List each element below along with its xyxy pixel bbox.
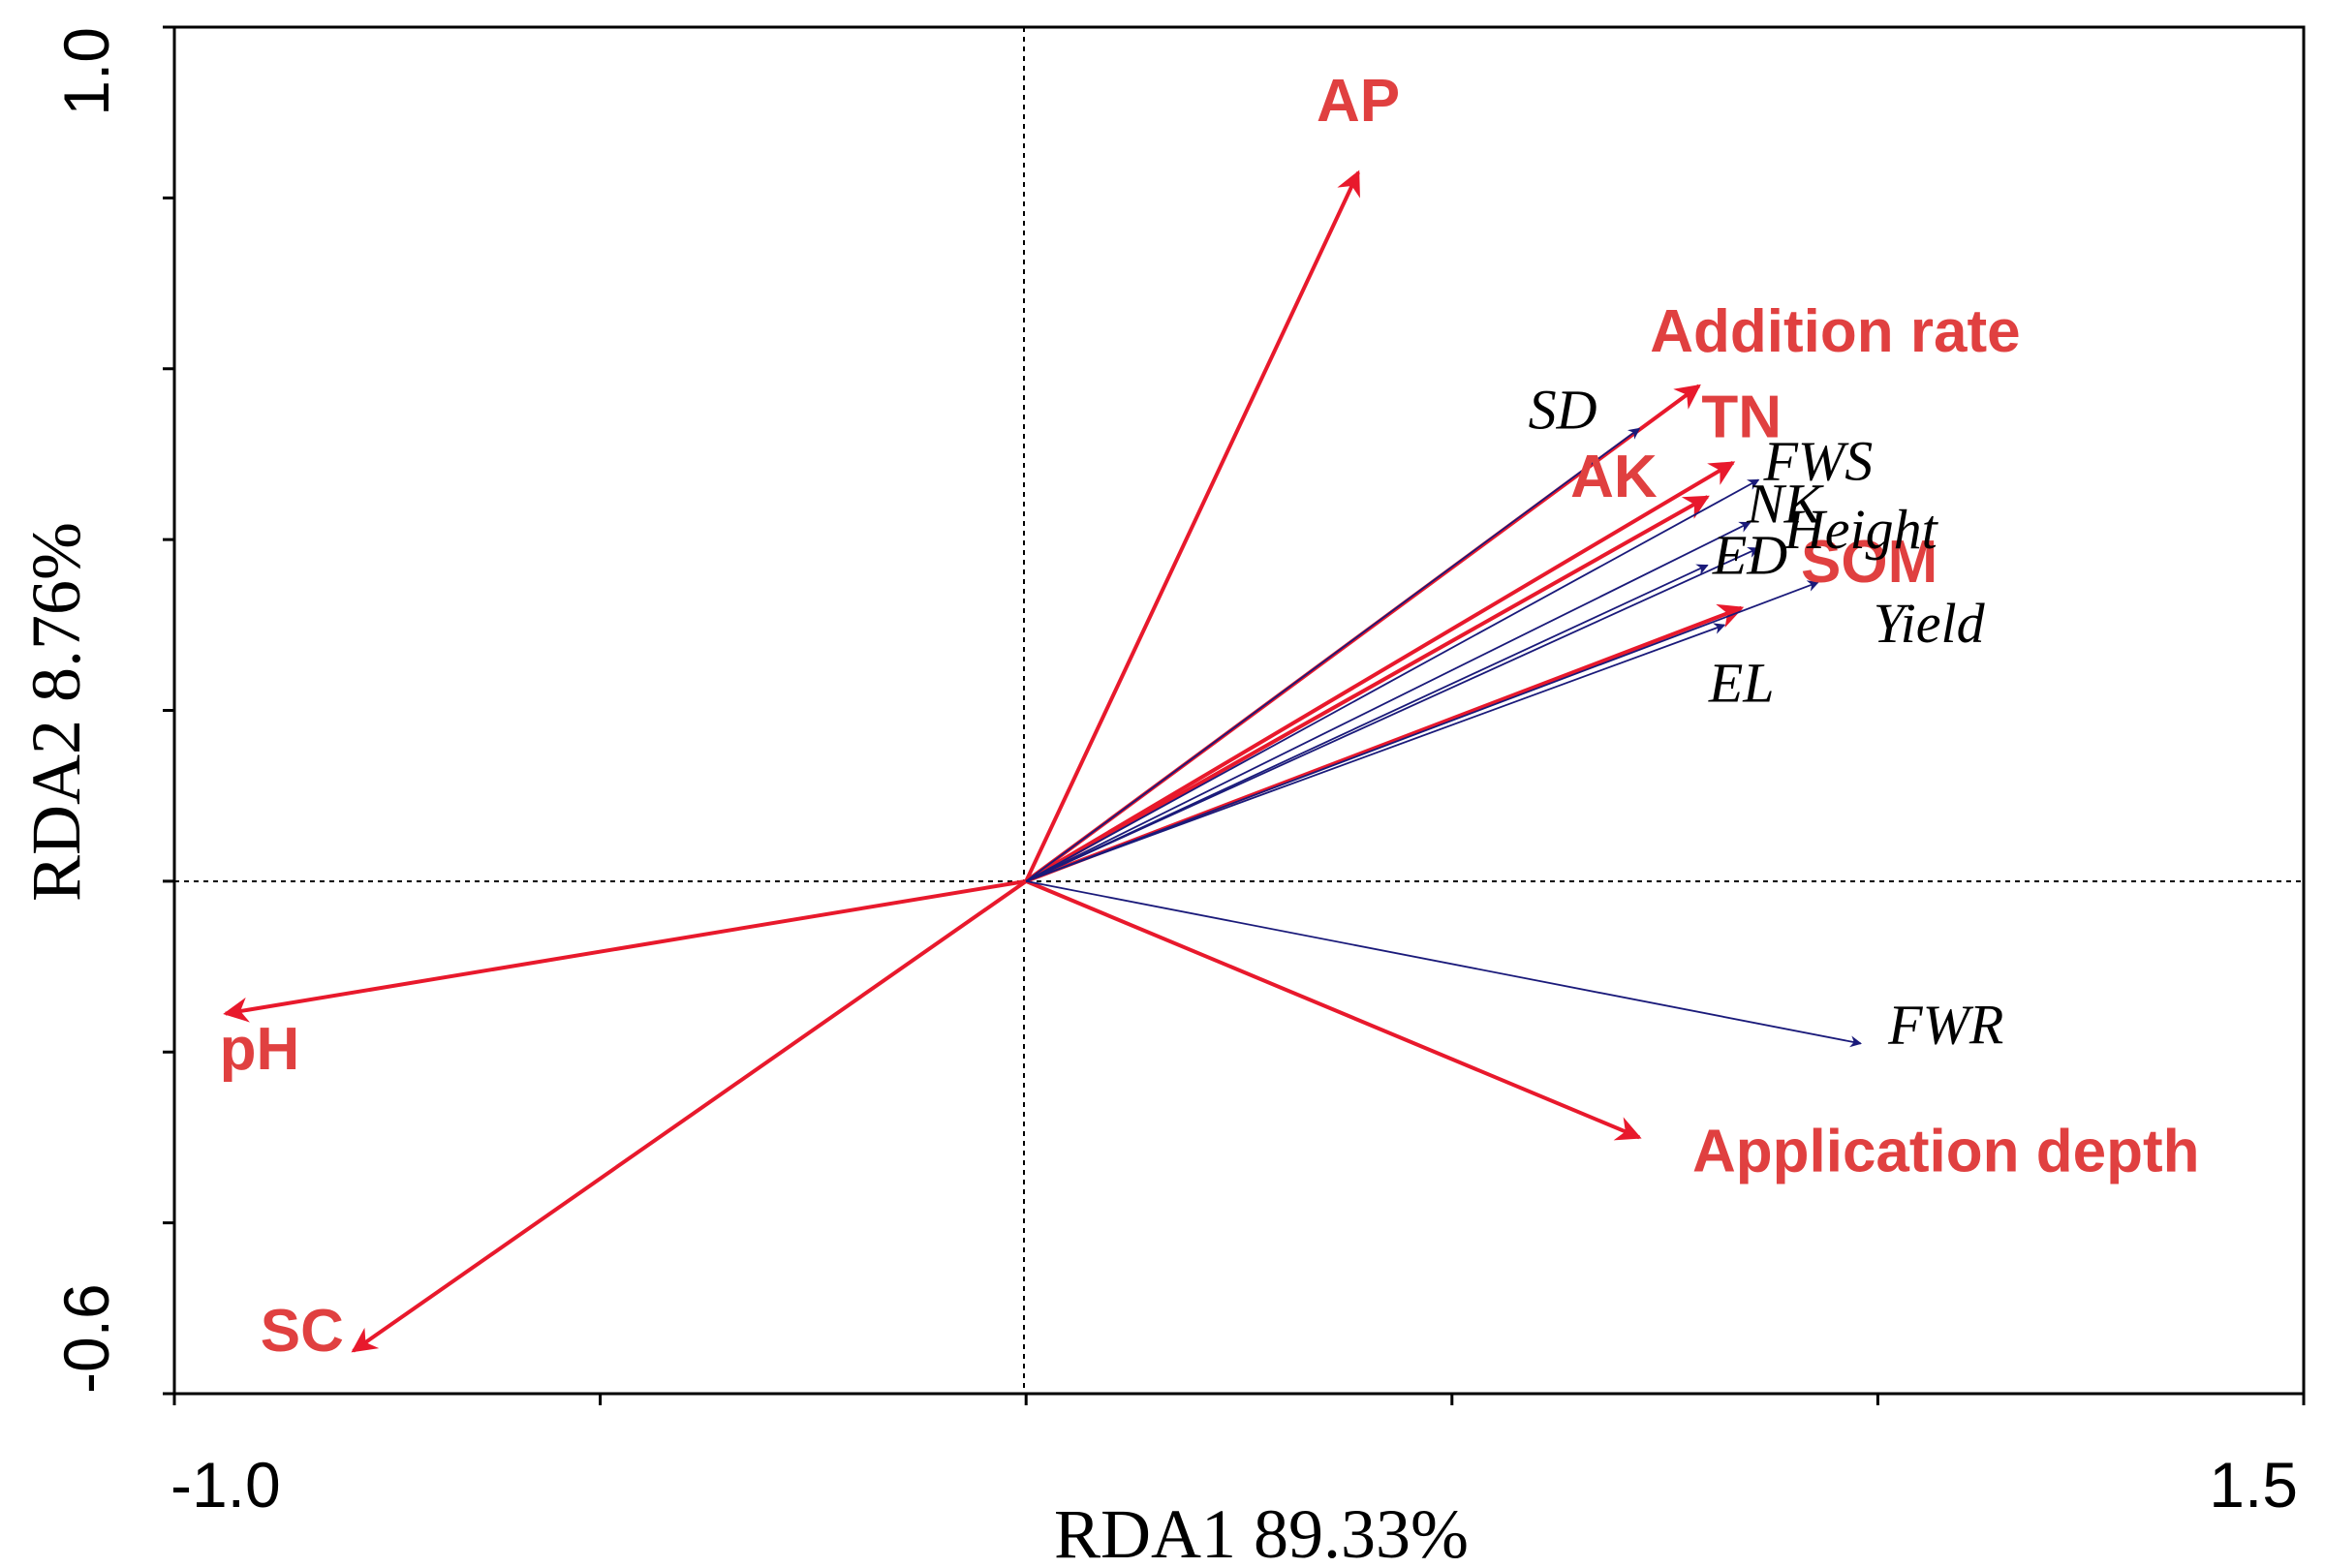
env-arrow-ap xyxy=(1024,169,1360,882)
env-label-ak: AK xyxy=(1570,444,1658,510)
biplot-labels: AP Addition rate TN AK SOM pH SC Application de… xyxy=(220,68,2200,1365)
response-arrow-fws xyxy=(1025,478,1760,882)
response-arrow-yield xyxy=(1025,580,1819,882)
env-label-application-depth: Application depth xyxy=(1692,1119,2200,1185)
x-tick-label-right: 1.5 xyxy=(2209,1449,2298,1521)
env-label-ap: AP xyxy=(1317,68,1400,135)
plot-frame xyxy=(172,25,2306,1396)
env-label-sc: SC xyxy=(261,1298,344,1365)
response-label-sd: SD xyxy=(1529,378,1597,441)
response-label-yield: Yield xyxy=(1874,592,1986,655)
response-label-ed: ED xyxy=(1712,523,1787,586)
env-arrow-ph xyxy=(223,878,1027,1023)
env-arrow-application-depth xyxy=(1025,879,1642,1141)
x-tick-label-left: -1.0 xyxy=(170,1449,281,1521)
env-arrow-ak xyxy=(1025,495,1710,883)
env-label-ph: pH xyxy=(220,1016,300,1083)
env-arrow-tn xyxy=(1025,461,1736,883)
response-arrow-height xyxy=(1025,546,1760,882)
env-label-tn: TN xyxy=(1701,384,1782,450)
y-tick-label-bottom: -0.6 xyxy=(50,1283,122,1394)
response-label-fwr: FWR xyxy=(1887,993,2003,1056)
response-label-nk: NK xyxy=(1746,472,1825,535)
env-arrow-sc xyxy=(351,879,1028,1353)
response-arrow-el xyxy=(1025,623,1726,882)
x-axis-title: RDA1 89.33% xyxy=(1054,1495,1469,1568)
response-label-height: Height xyxy=(1783,498,1939,561)
y-tick-label-top: 1.0 xyxy=(50,27,122,116)
response-arrow-ed xyxy=(1025,564,1709,882)
y-axis-title: RDA2 8.76% xyxy=(17,522,95,902)
response-arrow-nk xyxy=(1025,521,1752,882)
response-label-el: EL xyxy=(1708,652,1775,715)
env-label-addition-rate: Addition rate xyxy=(1650,298,2020,365)
response-arrow-fwr xyxy=(1026,879,1862,1048)
biplot-vectors xyxy=(223,169,1862,1353)
response-label-fws: FWS xyxy=(1762,429,1873,492)
response-arrow-sd xyxy=(1025,427,1641,882)
axis-ticks xyxy=(163,25,2306,1405)
env-label-som: SOM xyxy=(1801,529,1938,596)
